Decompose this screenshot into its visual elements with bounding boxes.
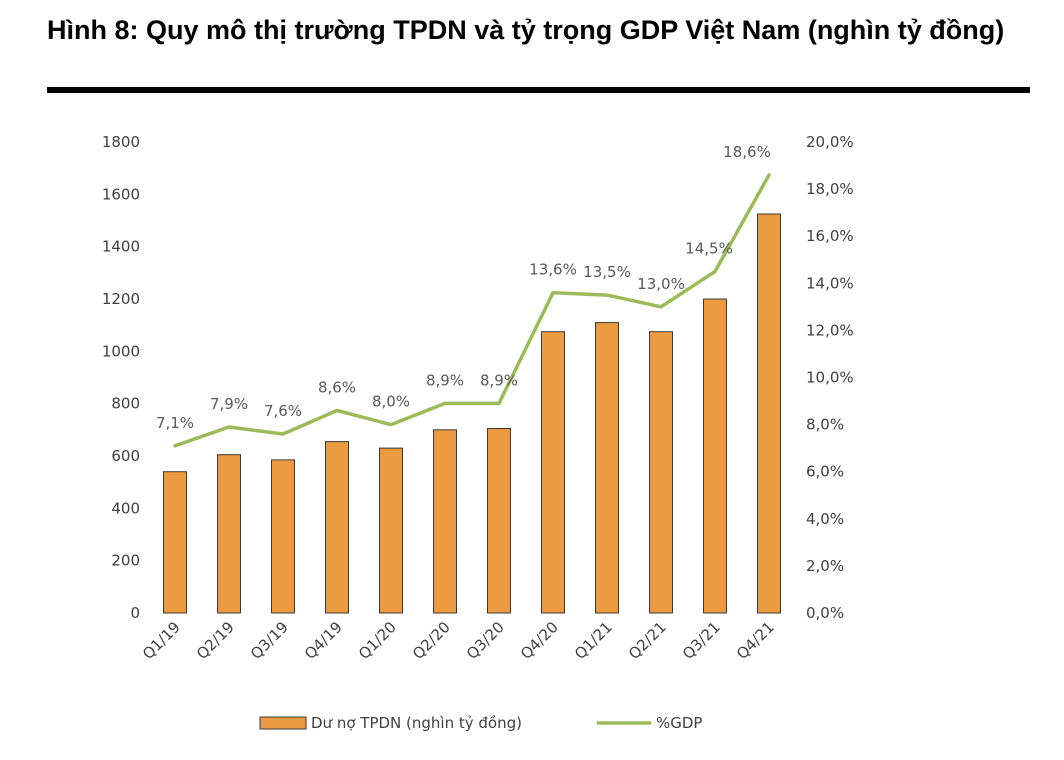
bar-q1-20 — [379, 447, 403, 614]
x-tick-q4-19: Q4/19 — [301, 618, 346, 663]
bar-q1-19 — [163, 471, 187, 614]
right-tick-20-0pct: 20,0% — [806, 133, 854, 151]
x-tick-q2-20: Q2/20 — [409, 618, 454, 663]
data-label-q2-19: 7,9% — [210, 395, 248, 413]
data-label-q1-20: 8,0% — [372, 393, 410, 411]
left-tick-0: 0 — [130, 604, 140, 622]
left-axis-ticks: 0 200 400 600 800 1000 1200 1400 1600 1800 — [102, 133, 140, 622]
left-tick-600: 600 — [111, 447, 140, 465]
right-tick-10-0pct: 10,0% — [806, 369, 854, 387]
bar-series — [163, 213, 781, 614]
right-tick-0-0pct: 0,0% — [806, 604, 844, 622]
figure-title: Hình 8: Quy mô thị trường TPDN và tỷ trọ… — [47, 15, 1005, 45]
right-tick-8-0pct: 8,0% — [806, 416, 844, 434]
x-tick-q1-20: Q1/20 — [355, 618, 400, 663]
data-label-q3-21: 14,5% — [685, 240, 733, 258]
x-tick-q3-21: Q3/21 — [679, 618, 724, 663]
legend-swatch-bar — [259, 716, 307, 730]
bar-q2-20 — [433, 429, 457, 614]
bar-q2-21 — [649, 331, 673, 614]
data-label-q1-19: 7,1% — [156, 414, 194, 432]
x-tick-q2-19: Q2/19 — [193, 618, 238, 663]
right-tick-4-0pct: 4,0% — [806, 510, 844, 528]
right-tick-12-0pct: 12,0% — [806, 321, 854, 339]
right-axis-ticks: 0,0% 2,0% 4,0% 6,0% 8,0% 10,0% 12,0% 14,0% 16,0%… — [806, 133, 854, 622]
left-tick-800: 800 — [111, 395, 140, 413]
legend-label-bar: Dư nợ TPDN (nghìn tỷ đồng) — [311, 714, 522, 732]
line-series — [173, 173, 771, 448]
bar-q1-21 — [595, 322, 619, 614]
x-tick-q4-21: Q4/21 — [733, 618, 778, 663]
left-tick-1200: 1200 — [102, 290, 140, 308]
bar-q3-19 — [271, 459, 295, 614]
bar-q3-21 — [703, 298, 727, 614]
left-tick-1000: 1000 — [102, 342, 140, 360]
right-tick-6-0pct: 6,0% — [806, 463, 844, 481]
x-tick-q1-19: Q1/19 — [139, 618, 184, 663]
gdp-line — [173, 173, 771, 448]
data-label-q4-20: 13,6% — [529, 261, 577, 279]
right-tick-14-0pct: 14,0% — [806, 274, 854, 292]
right-tick-18-0pct: 18,0% — [806, 180, 854, 198]
line-data-labels: 7,1% 7,9% 7,6% 8,6% 8,0% 8,9% 8,9% 13,6% 13,5% 13… — [156, 143, 771, 432]
left-tick-200: 200 — [111, 552, 140, 570]
x-tick-q3-19: Q3/19 — [247, 618, 292, 663]
data-label-q3-20: 8,9% — [480, 371, 518, 389]
bar-q4-21 — [757, 213, 781, 614]
bar-q2-19 — [217, 454, 241, 614]
x-tick-q3-20: Q3/20 — [463, 618, 508, 663]
left-tick-1600: 1600 — [102, 185, 140, 203]
data-label-q4-21: 18,6% — [723, 143, 771, 161]
data-label-q4-19: 8,6% — [318, 379, 356, 397]
left-tick-400: 400 — [111, 499, 140, 517]
data-label-q3-19: 7,6% — [264, 402, 302, 420]
category-axis-ticks: Q1/19 Q2/19 Q3/19 Q4/19 Q1/20 Q2/20 Q3/20 Q4/20… — [139, 618, 778, 663]
data-label-q2-21: 13,0% — [637, 275, 685, 293]
bar-q4-20 — [541, 331, 565, 614]
left-tick-1400: 1400 — [102, 238, 140, 256]
data-label-q2-20: 8,9% — [426, 371, 464, 389]
legend: Dư nợ TPDN (nghìn tỷ đồng) %GDP — [259, 714, 702, 732]
x-tick-q4-20: Q4/20 — [517, 618, 562, 663]
x-tick-q1-21: Q1/21 — [571, 618, 616, 663]
right-tick-2-0pct: 2,0% — [806, 557, 844, 575]
x-tick-q2-21: Q2/21 — [625, 618, 670, 663]
bar-q4-19 — [325, 441, 349, 614]
title-rule — [47, 87, 1030, 93]
legend-label-line: %GDP — [656, 714, 702, 732]
bar-q3-20 — [487, 428, 511, 614]
data-label-q1-21: 13,5% — [583, 263, 631, 281]
right-tick-16-0pct: 16,0% — [806, 227, 854, 245]
left-tick-1800: 1800 — [102, 133, 140, 151]
